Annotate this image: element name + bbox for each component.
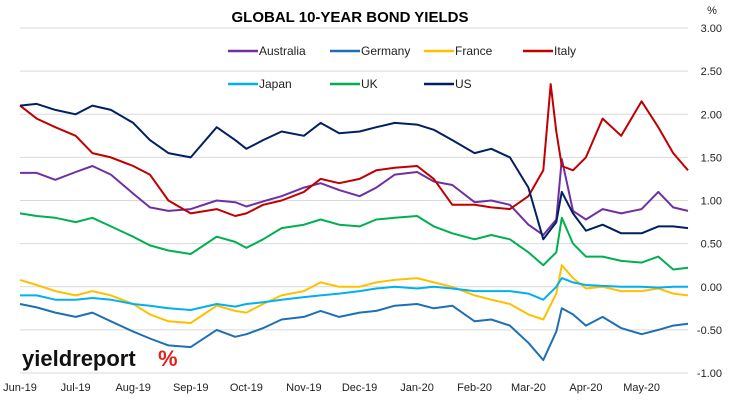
y-tick-label: 2.50 <box>701 66 722 78</box>
y-tick-label: 3.00 <box>701 23 722 35</box>
series-line-uk <box>19 212 689 271</box>
legend-label-japan: Japan <box>259 77 292 91</box>
y-axis-ticks: 3.00 2.50 2.00 1.50 1.00 0.50 0.00 -0.50 -1.00 <box>697 23 722 380</box>
x-tick-label: Apr-20 <box>569 382 602 394</box>
y-tick-label: 1.00 <box>701 196 722 208</box>
legend-label-australia: Australia <box>259 44 306 58</box>
x-tick-label: Nov-19 <box>286 382 321 394</box>
legend-label-france: France <box>455 44 493 58</box>
x-tick-label: May-20 <box>623 382 660 394</box>
x-tick-label: Jan-20 <box>400 382 434 394</box>
logo-percent: % <box>158 346 178 371</box>
x-tick-label: Aug-19 <box>115 382 150 394</box>
x-axis-ticks: Jun-19 Jul-19 Aug-19 Sep-19 Oct-19 Nov-19 Dec-… <box>3 382 660 394</box>
legend-label-germany: Germany <box>361 44 410 58</box>
x-tick-label: Mar-20 <box>511 382 546 394</box>
x-tick-label: Sep-19 <box>173 382 208 394</box>
y-tick-label: 0.50 <box>701 239 722 251</box>
legend-label-us: US <box>455 77 472 91</box>
series-line-italy <box>19 83 689 217</box>
legend-label-uk: UK <box>361 77 378 91</box>
x-tick-label: Jul-19 <box>61 382 91 394</box>
y-tick-label: -1.00 <box>697 368 722 380</box>
legend-label-italy: Italy <box>554 44 576 58</box>
series-lines <box>19 83 689 362</box>
x-tick-label: Feb-20 <box>457 382 492 394</box>
series-line-australia <box>20 158 689 236</box>
y-tick-label: 1.50 <box>701 152 722 164</box>
series-line-us <box>19 102 689 241</box>
x-tick-label: Oct-19 <box>230 382 263 394</box>
y-tick-label: 2.00 <box>701 109 722 121</box>
chart-title: GLOBAL 10-YEAR BOND YIELDS <box>232 9 469 26</box>
y-tick-label: 0.00 <box>701 282 722 294</box>
y-tick-label: -0.50 <box>697 325 722 337</box>
yieldreport-logo: yieldreport % <box>22 346 178 371</box>
series-line-japan <box>20 277 688 311</box>
series-line-germany <box>19 303 689 362</box>
legend: Australia Germany France Italy Japan UK US <box>228 44 576 91</box>
x-tick-label: Dec-19 <box>342 382 377 394</box>
y-axis-unit: % <box>707 5 717 17</box>
x-tick-label: Jun-19 <box>3 382 37 394</box>
gridlines <box>20 27 688 374</box>
logo-wordmark: yieldreport <box>22 346 136 371</box>
